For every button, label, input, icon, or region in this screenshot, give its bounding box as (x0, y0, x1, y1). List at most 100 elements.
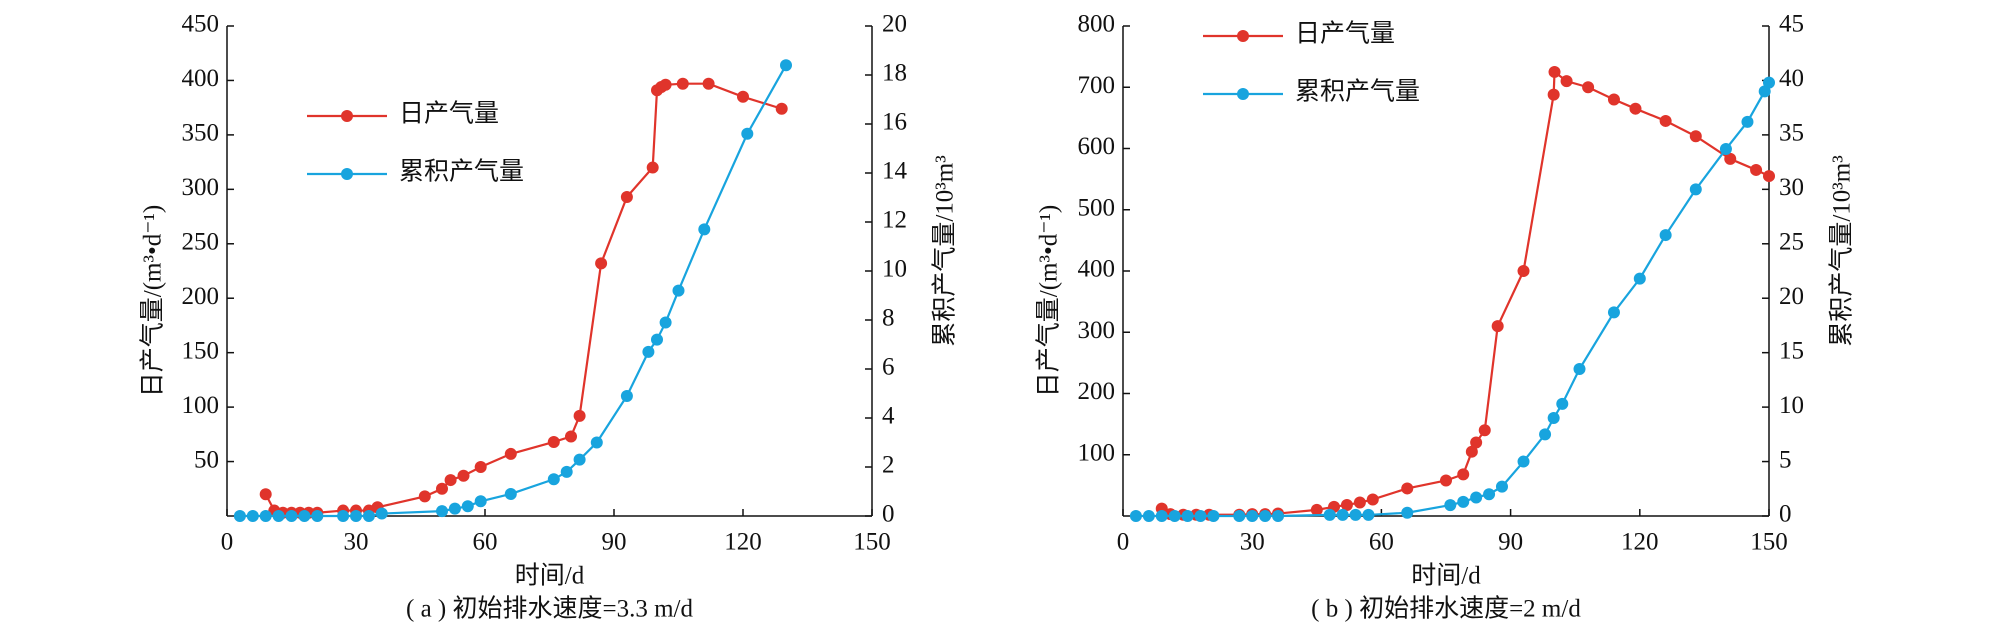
data-point (1444, 499, 1457, 512)
y2-tick-label: 8 (882, 305, 895, 332)
data-point (659, 316, 672, 329)
x-axis-label: 时间/d (515, 562, 585, 590)
y-tick-label: 400 (1078, 256, 1116, 283)
y2-tick-label: 14 (882, 158, 908, 185)
x-tick-label: 90 (602, 529, 627, 556)
y2-tick-label: 20 (1779, 283, 1804, 310)
x-tick-label: 0 (221, 529, 234, 556)
y-tick-label: 100 (1078, 439, 1116, 466)
y2-tick-label: 30 (1779, 174, 1804, 201)
data-point (1607, 306, 1620, 319)
x-tick-label: 150 (853, 529, 891, 556)
data-point (1659, 114, 1672, 127)
data-point (1353, 496, 1366, 509)
data-point (1741, 115, 1754, 128)
data-point (1573, 363, 1586, 375)
legend-label: 累积产气量 (1295, 78, 1420, 106)
data-point (448, 502, 461, 515)
data-point (741, 127, 754, 140)
data-point (1763, 170, 1775, 183)
data-point (1336, 508, 1349, 521)
data-point (418, 490, 431, 503)
data-point (1457, 495, 1470, 508)
y-axis-label: 日产气量/(m³•d⁻¹) (139, 205, 167, 397)
data-point (573, 409, 586, 422)
y2-tick-label: 25 (1779, 229, 1804, 256)
data-point (1556, 397, 1569, 410)
data-point (259, 510, 272, 522)
data-point (1659, 229, 1672, 242)
data-point (1349, 508, 1362, 521)
y2-tick-label: 16 (882, 109, 907, 136)
y-tick-label: 200 (1078, 378, 1116, 405)
data-point (642, 345, 655, 358)
legend-marker (1237, 88, 1249, 100)
y2-tick-label: 5 (1779, 446, 1792, 473)
legend-marker (1237, 30, 1249, 42)
data-point (620, 190, 633, 203)
legend-label: 日产气量 (399, 100, 499, 128)
data-point (362, 510, 375, 522)
y-tick-label: 100 (182, 392, 220, 419)
data-point (246, 510, 259, 522)
data-point (474, 461, 487, 473)
data-point (646, 161, 659, 174)
data-point (1457, 468, 1470, 481)
y-axis-label: 日产气量/(m³•d⁻¹) (1035, 205, 1063, 397)
y-tick-label: 250 (182, 229, 220, 256)
data-point (565, 430, 577, 443)
data-point (547, 473, 560, 486)
data-point (1470, 436, 1483, 449)
y-tick-label: 150 (182, 337, 220, 364)
data-point (1470, 491, 1483, 504)
data-point (1401, 506, 1414, 519)
x-tick-label: 120 (724, 529, 762, 556)
y2-tick-label: 35 (1779, 120, 1804, 147)
data-point (1181, 510, 1194, 522)
data-point (311, 510, 324, 522)
data-point (461, 500, 474, 513)
y2-axis-label: 累积产气量/10³m³ (931, 155, 959, 347)
data-point (1129, 510, 1142, 522)
data-point (573, 453, 586, 466)
data-point (676, 77, 689, 90)
data-point (1483, 488, 1496, 501)
data-point (1465, 445, 1478, 458)
y2-tick-label: 15 (1779, 337, 1804, 364)
data-point (504, 487, 517, 500)
data-point (1491, 320, 1504, 333)
data-point (1478, 424, 1491, 437)
y2-tick-label: 18 (882, 60, 907, 87)
data-point (1689, 130, 1702, 143)
data-point (1582, 81, 1595, 94)
x-tick-label: 30 (1240, 529, 1265, 556)
x-tick-label: 30 (344, 529, 369, 556)
y-tick-label: 200 (182, 283, 220, 310)
series-line (264, 82, 783, 514)
legend-label: 日产气量 (1295, 20, 1395, 48)
data-point (1401, 482, 1414, 495)
x-tick-label: 0 (1117, 529, 1130, 556)
y-tick-label: 400 (182, 65, 220, 92)
series-line (1135, 82, 1770, 518)
data-point (1246, 510, 1259, 522)
y-tick-label: 300 (1078, 317, 1116, 344)
y2-tick-label: 40 (1779, 65, 1804, 92)
legend-marker (341, 110, 353, 122)
data-point (1547, 88, 1560, 101)
data-point (1362, 508, 1375, 521)
data-point (1547, 412, 1560, 424)
data-point (272, 510, 285, 522)
y2-tick-label: 10 (1779, 392, 1804, 419)
series-line (239, 64, 787, 518)
data-point (1724, 152, 1737, 165)
data-point (1323, 508, 1336, 521)
y-tick-label: 700 (1078, 72, 1116, 99)
caption: ( a ) 初始排水速度=3.3 m/d (406, 595, 693, 623)
data-point (1340, 498, 1353, 511)
y-tick-label: 600 (1078, 133, 1116, 160)
caption: ( b ) 初始排水速度=2 m/d (1311, 595, 1581, 623)
data-point (590, 436, 603, 449)
y-tick-label: 450 (182, 11, 220, 38)
data-point (1168, 510, 1181, 522)
